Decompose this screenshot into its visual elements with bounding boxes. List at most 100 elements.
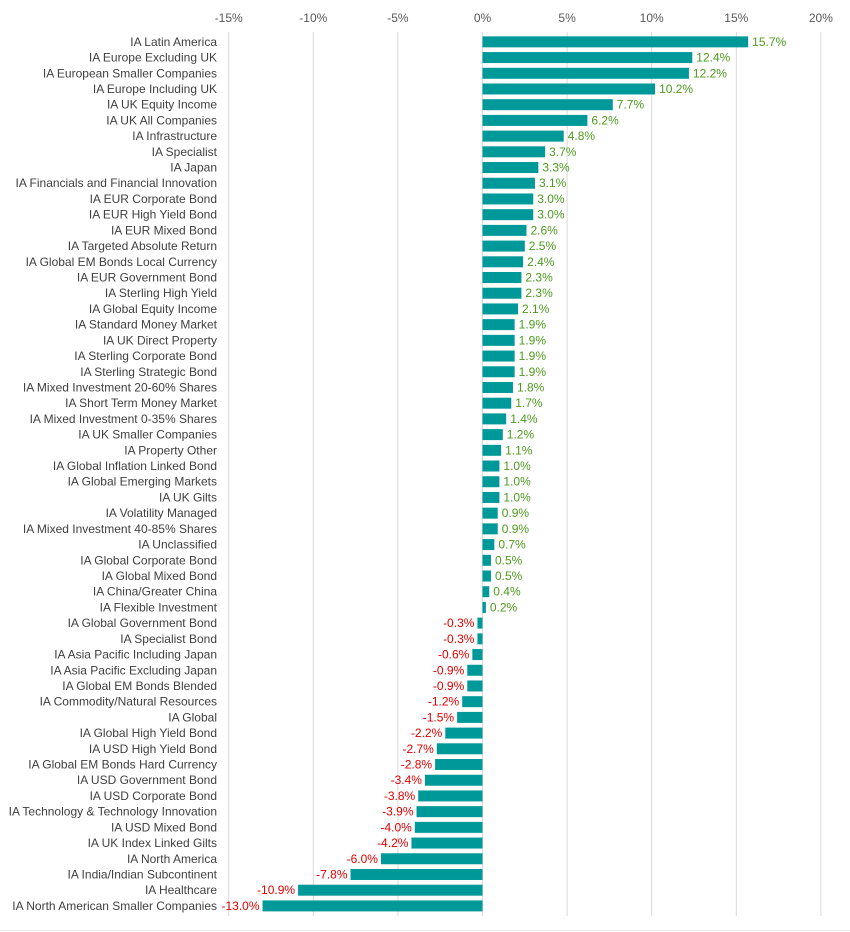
value-label: 12.2%	[693, 66, 727, 80]
category-label: IA Global EM Bonds Blended	[62, 679, 217, 693]
x-tick-label: -5%	[387, 11, 409, 25]
value-label: 1.4%	[510, 412, 538, 426]
bar	[418, 790, 483, 802]
category-label: IA Infrastructure	[132, 129, 217, 143]
x-tick-label: 0%	[474, 11, 492, 25]
bar	[482, 224, 527, 236]
value-label: -7.8%	[316, 867, 348, 881]
category-label: IA USD Government Bond	[77, 773, 217, 787]
value-label: 1.9%	[519, 365, 547, 379]
value-label: 4.8%	[568, 129, 596, 143]
category-label: IA USD Corporate Bond	[90, 789, 217, 803]
category-label: IA UK Direct Property	[103, 333, 217, 347]
x-tick-label: 10%	[640, 11, 664, 25]
value-label: 0.7%	[498, 538, 526, 552]
bar	[445, 727, 483, 739]
value-label: 1.9%	[519, 333, 547, 347]
value-label: 3.7%	[549, 145, 577, 159]
value-label: 0.2%	[490, 600, 518, 614]
category-label: IA China/Greater China	[93, 585, 217, 599]
value-label: 12.4%	[696, 51, 730, 65]
bar	[482, 256, 524, 268]
bar	[462, 696, 483, 708]
category-label: IA Mixed Investment 40-85% Shares	[23, 522, 217, 536]
bar	[482, 397, 512, 409]
value-label: 0.5%	[495, 569, 523, 583]
value-label: 2.3%	[525, 286, 553, 300]
category-label: IA Unclassified	[138, 538, 217, 552]
value-label: -4.0%	[380, 820, 412, 834]
bar	[477, 617, 483, 629]
bar	[482, 413, 507, 425]
bar	[350, 868, 483, 880]
value-label: -0.6%	[438, 648, 470, 662]
bar	[482, 554, 491, 566]
value-label: 15.7%	[752, 35, 786, 49]
category-label: IA North America	[127, 852, 217, 866]
bar	[482, 36, 749, 48]
bar	[414, 821, 483, 833]
value-label: 1.8%	[517, 380, 545, 394]
bars	[262, 36, 749, 912]
category-label: IA Global Inflation Linked Bond	[53, 459, 217, 473]
category-label: IA Flexible Investment	[100, 600, 218, 614]
x-tick-label: 20%	[809, 11, 833, 25]
bar	[482, 491, 500, 503]
bar	[482, 146, 546, 158]
bar	[477, 633, 483, 645]
bar	[482, 570, 491, 582]
bar	[380, 853, 483, 865]
category-label: IA USD High Yield Bond	[89, 742, 217, 756]
value-label: -4.2%	[377, 836, 409, 850]
category-label: IA India/Indian Subcontinent	[68, 867, 218, 881]
bar	[482, 444, 502, 456]
value-label: -1.2%	[428, 695, 460, 709]
value-label: -2.7%	[402, 742, 434, 756]
bar	[482, 601, 486, 613]
category-label: IA Mixed Investment 20-60% Shares	[23, 380, 217, 394]
category-label: IA Sterling Corporate Bond	[74, 349, 217, 363]
category-label: IA Global High Yield Bond	[80, 726, 217, 740]
category-label: IA Latin America	[130, 35, 217, 49]
bar	[482, 476, 500, 488]
category-label: IA UK Gilts	[159, 490, 217, 504]
value-label: -10.9%	[257, 883, 295, 897]
category-label: IA UK Smaller Companies	[78, 428, 217, 442]
x-axis-ticks: -15% -10% -5% 0% 5% 10% 15% 20%	[215, 11, 834, 25]
value-label: 7.7%	[617, 98, 645, 112]
bar	[482, 303, 519, 315]
category-label: IA Sterling High Yield	[105, 286, 217, 300]
value-label: 1.7%	[515, 396, 543, 410]
category-label: IA UK Equity Income	[107, 98, 217, 112]
bar	[482, 586, 490, 598]
value-label: 2.1%	[522, 302, 550, 316]
category-label: IA EUR Corporate Bond	[90, 192, 217, 206]
bar	[482, 272, 522, 284]
value-label: -3.4%	[391, 773, 423, 787]
bar	[457, 711, 483, 723]
value-label: 10.2%	[659, 82, 693, 96]
category-label: IA Technology & Technology Innovation	[9, 805, 217, 819]
value-label: -0.9%	[433, 679, 465, 693]
category-label: IA EUR High Yield Bond	[89, 208, 217, 222]
category-label: IA Specialist	[152, 145, 218, 159]
category-label: IA Global Government Bond	[68, 616, 217, 630]
bar	[482, 193, 534, 205]
value-label: 0.9%	[502, 506, 530, 520]
value-label: 3.0%	[537, 192, 565, 206]
category-label: IA Global Equity Income	[89, 302, 217, 316]
category-label: IA Specialist Bond	[120, 632, 217, 646]
bar	[482, 114, 588, 126]
bar	[482, 460, 500, 472]
bar	[467, 664, 483, 676]
bar	[472, 649, 483, 661]
value-label: 0.4%	[493, 585, 521, 599]
bar	[482, 319, 515, 331]
value-label: 1.1%	[505, 443, 533, 457]
value-label: -1.5%	[423, 710, 455, 724]
value-labels: 15.7% 12.4%12.2%10.2% 7.7%6.2% 4.8% 3.7% 3.3%…	[222, 35, 787, 913]
bar	[435, 759, 483, 771]
bar	[416, 806, 483, 818]
